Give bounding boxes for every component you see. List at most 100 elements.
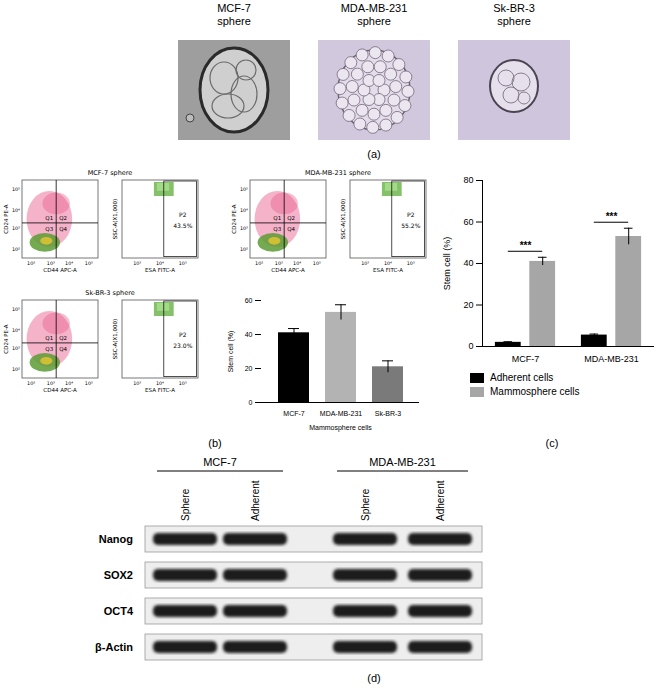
svg-text:(b): (b) [208,437,221,449]
svg-text:SOX2: SOX2 [104,569,133,581]
svg-text:CD24 PE-A: CD24 PE-A [3,324,9,353]
svg-text:10²: 10² [240,247,248,252]
svg-text:10⁵: 10⁵ [85,381,93,386]
svg-text:Mammosphere cells: Mammosphere cells [309,424,372,432]
svg-text:0: 0 [468,341,473,351]
svg-text:10³: 10³ [47,381,55,386]
svg-text:10³: 10³ [133,261,141,266]
svg-text:sphere: sphere [497,15,531,27]
svg-text:10²: 10² [255,261,263,266]
svg-text:Sk-BR-3 sphere: Sk-BR-3 sphere [85,289,134,297]
svg-text:MDA-MB-231: MDA-MB-231 [320,410,363,417]
svg-text:10³: 10³ [12,226,20,231]
svg-text:P2: P2 [407,211,415,218]
svg-text:(a): (a) [367,148,380,160]
svg-text:10⁴: 10⁴ [156,381,164,386]
svg-text:***: *** [606,211,618,222]
svg-text:ESA FITC-A: ESA FITC-A [145,387,175,393]
svg-text:20: 20 [245,365,253,372]
svg-text:10⁵: 10⁵ [240,187,248,192]
svg-text:MDA-MB-231: MDA-MB-231 [369,456,436,468]
svg-text:10³: 10³ [12,346,20,351]
svg-text:Adherent: Adherent [250,480,261,521]
svg-text:10⁴: 10⁴ [240,208,248,213]
svg-text:80: 80 [463,175,473,185]
svg-text:10⁴: 10⁴ [156,261,164,266]
svg-text:Nanog: Nanog [99,533,133,545]
svg-text:sphere: sphere [357,15,391,27]
svg-text:10⁴: 10⁴ [65,381,73,386]
svg-text:Q4: Q4 [59,346,67,352]
svg-text:CD24 PE-A: CD24 PE-A [231,204,237,233]
svg-text:Sphere: Sphere [360,488,371,521]
svg-text:Adherent: Adherent [435,480,446,521]
svg-text:10⁵: 10⁵ [179,261,187,266]
svg-text:10²: 10² [27,381,35,386]
svg-text:10³: 10³ [133,381,141,386]
svg-text:40: 40 [245,331,253,338]
svg-text:40: 40 [463,258,473,268]
svg-text:10⁴: 10⁴ [65,261,73,266]
svg-text:10⁴: 10⁴ [384,261,392,266]
svg-text:(d): (d) [367,672,380,684]
svg-text:CD44 APC-A: CD44 APC-A [43,267,77,273]
svg-text:55.2%: 55.2% [401,222,420,229]
svg-text:CD44 APC-A: CD44 APC-A [43,387,77,393]
svg-text:OCT4: OCT4 [104,605,134,617]
svg-text:Sk-BR-3: Sk-BR-3 [375,410,402,417]
svg-text:10³: 10³ [47,261,55,266]
svg-text:MCF-7 sphere: MCF-7 sphere [88,169,133,177]
svg-text:Stem cell (%): Stem cell (%) [442,237,452,291]
svg-text:MDA-MB-231: MDA-MB-231 [341,2,408,14]
svg-text:10⁵: 10⁵ [407,261,415,266]
svg-text:10⁴: 10⁴ [12,328,20,333]
svg-text:10²: 10² [12,367,20,372]
svg-text:10²: 10² [27,261,35,266]
svg-text:10⁴: 10⁴ [293,261,301,266]
svg-text:Q3: Q3 [273,226,281,232]
svg-text:MCF-7: MCF-7 [283,410,304,417]
svg-text:10²: 10² [12,247,20,252]
svg-text:β-Actin: β-Actin [95,641,133,653]
svg-text:Q1: Q1 [45,215,53,221]
svg-text:MCF-7: MCF-7 [217,2,251,14]
svg-text:ESA FITC-A: ESA FITC-A [373,267,403,273]
svg-text:Q1: Q1 [45,335,53,341]
svg-text:10⁵: 10⁵ [12,307,20,312]
svg-text:Q4: Q4 [59,226,67,232]
svg-text:Q1: Q1 [273,215,281,221]
svg-text:MDA-MB-231: MDA-MB-231 [584,354,639,364]
svg-text:Q4: Q4 [287,226,295,232]
svg-text:P2: P2 [179,211,187,218]
svg-text:23.0%: 23.0% [173,342,192,349]
svg-text:MCF-7: MCF-7 [512,354,540,364]
svg-text:MCF-7: MCF-7 [203,456,237,468]
svg-text:***: *** [520,240,532,251]
svg-text:10³: 10³ [275,261,283,266]
svg-text:10⁵: 10⁵ [85,261,93,266]
svg-text:60: 60 [245,297,253,304]
svg-text:Q3: Q3 [45,346,53,352]
svg-text:CD44 APC-A: CD44 APC-A [271,267,305,273]
svg-text:Q2: Q2 [287,215,295,221]
svg-text:10⁵: 10⁵ [12,187,20,192]
svg-text:10⁴: 10⁴ [12,208,20,213]
svg-text:MDA-MB-231 sphere: MDA-MB-231 sphere [305,169,371,177]
svg-text:ESA FITC-A: ESA FITC-A [145,267,175,273]
svg-text:Sphere: Sphere [180,488,191,521]
svg-text:0: 0 [249,399,253,406]
svg-text:Q2: Q2 [59,215,67,221]
svg-text:sphere: sphere [217,15,251,27]
svg-text:10⁵: 10⁵ [179,381,187,386]
svg-text:10³: 10³ [361,261,369,266]
svg-text:SSC-A(X1,000): SSC-A(X1,000) [112,199,118,239]
svg-text:(c): (c) [546,437,559,449]
svg-text:10⁵: 10⁵ [313,261,321,266]
svg-text:Q2: Q2 [59,335,67,341]
svg-text:20: 20 [463,300,473,310]
svg-text:Sk-BR-3: Sk-BR-3 [493,2,535,14]
svg-text:Q3: Q3 [45,226,53,232]
svg-text:P2: P2 [179,331,187,338]
svg-text:10³: 10³ [240,226,248,231]
svg-text:60: 60 [463,217,473,227]
